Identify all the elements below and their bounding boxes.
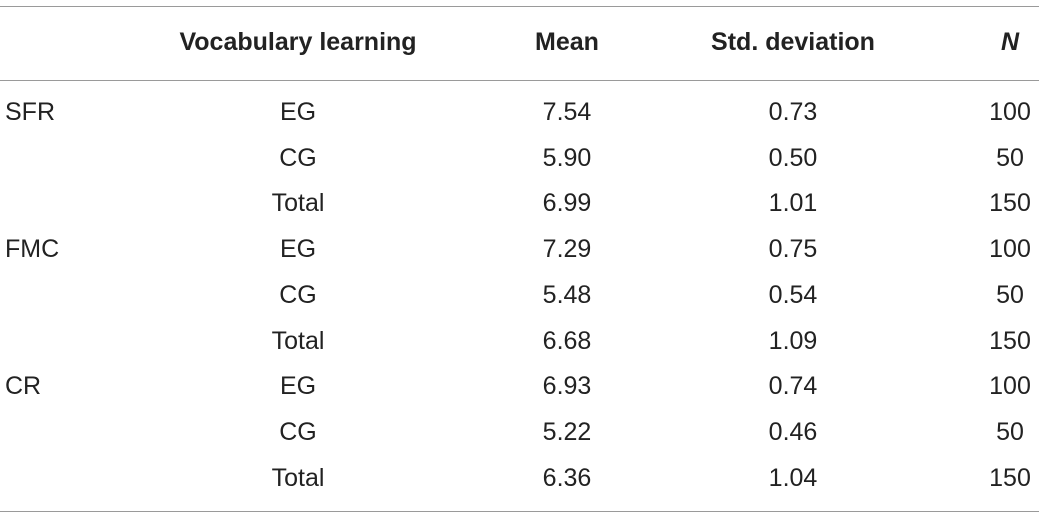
bottom-rule (0, 511, 1039, 512)
column-header: Std. deviation (711, 28, 875, 56)
cell: 150 (989, 463, 1031, 492)
cell: EG (279, 235, 317, 264)
cell: 0.73 (768, 98, 818, 126)
cell: CG (279, 143, 317, 172)
cell: 0.74 (768, 372, 818, 401)
cell: 6.93 (542, 372, 592, 401)
cell: 7.29 (542, 235, 592, 264)
cell: 150 (989, 326, 1031, 355)
cell: 5.22 (542, 417, 592, 446)
cell: CG (279, 417, 317, 446)
cell: 50 (996, 143, 1024, 172)
cell: 100 (989, 98, 1031, 126)
column-header: N (1000, 28, 1020, 56)
cell: Total (271, 189, 325, 218)
cell: 100 (989, 372, 1031, 401)
cell: EG (279, 98, 317, 126)
cell: CG (279, 280, 317, 309)
cell: 1.01 (768, 189, 818, 218)
cell: 100 (989, 235, 1031, 264)
cell: 50 (996, 280, 1024, 309)
cell: Total (271, 326, 325, 355)
header-rule (0, 80, 1039, 81)
cell: 6.99 (542, 189, 592, 218)
cell: 7.54 (542, 98, 592, 126)
group-label: SFR (5, 98, 55, 126)
top-rule (0, 6, 1039, 7)
cell: 6.36 (542, 463, 592, 492)
cell: 1.09 (768, 326, 818, 355)
group-label: FMC (5, 235, 60, 264)
cell: 6.68 (542, 326, 592, 355)
cell: 0.46 (768, 417, 818, 446)
group-label: CR (5, 372, 42, 401)
cell: 50 (996, 417, 1024, 446)
cell: 150 (989, 189, 1031, 218)
cell: 0.50 (768, 143, 818, 172)
column-header: Mean (535, 28, 599, 56)
cell: 1.04 (768, 463, 818, 492)
cell: 0.75 (768, 235, 818, 264)
cell: Total (271, 463, 325, 492)
column-header: Vocabulary learning (179, 28, 417, 56)
cell: 5.90 (542, 143, 592, 172)
cell: 0.54 (768, 280, 818, 309)
cell: 5.48 (542, 280, 592, 309)
cell: EG (279, 372, 317, 401)
